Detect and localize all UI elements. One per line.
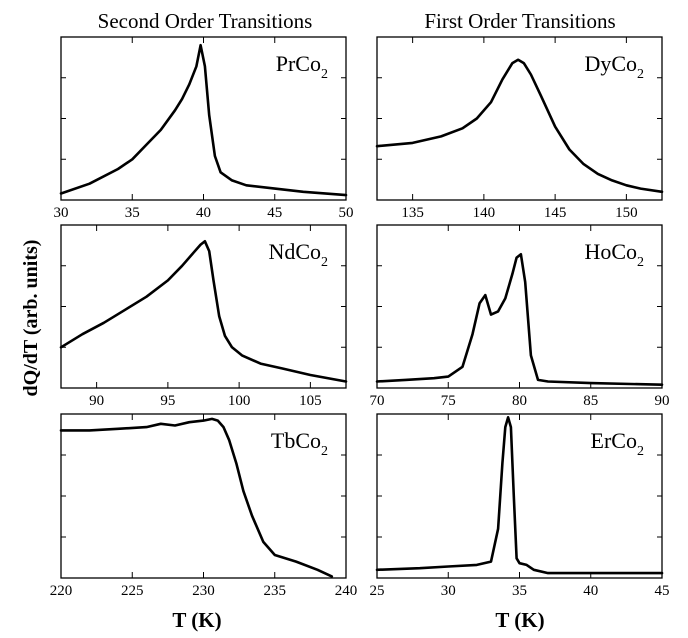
x-tick-label: 80: [512, 393, 527, 409]
x-tick-label: 50: [339, 205, 354, 221]
compound-label-subscript: 2: [637, 255, 644, 270]
x-tick-label: 30: [54, 205, 69, 221]
series-line-dyco2: [375, 58, 664, 194]
x-tick-label: 75: [441, 393, 456, 409]
column-title-left: Second Order Transitions: [98, 9, 313, 33]
x-tick-label: 230: [192, 583, 215, 599]
compound-label-subscript: 2: [321, 255, 328, 270]
compound-label-dyco2: DyCo2: [584, 51, 644, 82]
x-tick-label: 150: [615, 205, 638, 221]
compound-label-subscript: 2: [321, 67, 328, 82]
x-tick-label: 90: [655, 393, 670, 409]
series-line-prco2: [59, 43, 348, 197]
y-axis-label: dQ/dT (arb. units): [20, 240, 42, 397]
series-line-tbco2: [59, 417, 334, 578]
x-axis-label-left: T (K): [172, 608, 221, 632]
compound-label-subscript: 2: [637, 67, 644, 82]
compound-label-main: HoCo: [584, 239, 637, 264]
x-tick-label: 220: [50, 583, 73, 599]
column-title-right: First Order Transitions: [424, 9, 615, 33]
panel-dyco2: 135 140 145 150 DyCo2: [375, 36, 664, 221]
x-tick-label: 45: [267, 205, 282, 221]
compound-label-main: TbCo: [271, 428, 321, 453]
x-tick-label: 240: [335, 583, 358, 599]
compound-label-main: ErCo: [591, 428, 637, 453]
panel-ndco2: 90 95 100 105 NdCo2: [59, 224, 348, 409]
x-tick-label: 105: [299, 393, 322, 409]
compound-label-prco2: PrCo2: [276, 51, 328, 82]
x-tick-label: 95: [160, 393, 175, 409]
compound-label-subscript: 2: [321, 444, 328, 459]
series-line-hoco2: [375, 253, 664, 386]
x-tick-label: 45: [655, 583, 670, 599]
series-line-ndco2: [59, 240, 348, 383]
x-tick-label: 85: [583, 393, 598, 409]
panel-erco2: 25 30 35 40 45 ErCo2: [370, 413, 670, 599]
x-tick-label: 30: [441, 583, 456, 599]
compound-label-main: PrCo: [276, 51, 321, 76]
x-tick-label: 90: [89, 393, 104, 409]
x-tick-label: 35: [125, 205, 140, 221]
x-tick-label: 35: [512, 583, 527, 599]
x-tick-label: 70: [370, 393, 385, 409]
compound-label-subscript: 2: [637, 444, 644, 459]
x-tick-label: 135: [401, 205, 424, 221]
compound-label-tbco2: TbCo2: [271, 428, 328, 459]
x-tick-label: 40: [196, 205, 211, 221]
x-tick-label: 40: [583, 583, 598, 599]
compound-label-ndco2: NdCo2: [268, 239, 328, 270]
panel-prco2: 30 35 40 45 50 PrCo2: [54, 36, 354, 221]
x-tick-label: 145: [544, 205, 567, 221]
x-tick-label: 225: [121, 583, 144, 599]
compound-label-main: DyCo: [584, 51, 637, 76]
x-tick-label: 25: [370, 583, 385, 599]
series-line-erco2: [375, 416, 664, 575]
panel-tbco2: 220 225 230 235 240 TbCo2: [50, 413, 358, 599]
compound-label-erco2: ErCo2: [591, 428, 644, 459]
panel-hoco2: 70 75 80 85 90 HoCo2: [370, 224, 670, 409]
x-tick-label: 140: [473, 205, 496, 221]
compound-label-main: NdCo: [268, 239, 321, 264]
x-tick-label: 235: [264, 583, 287, 599]
x-tick-label: 100: [228, 393, 251, 409]
compound-label-hoco2: HoCo2: [584, 239, 644, 270]
x-axis-label-right: T (K): [495, 608, 544, 632]
